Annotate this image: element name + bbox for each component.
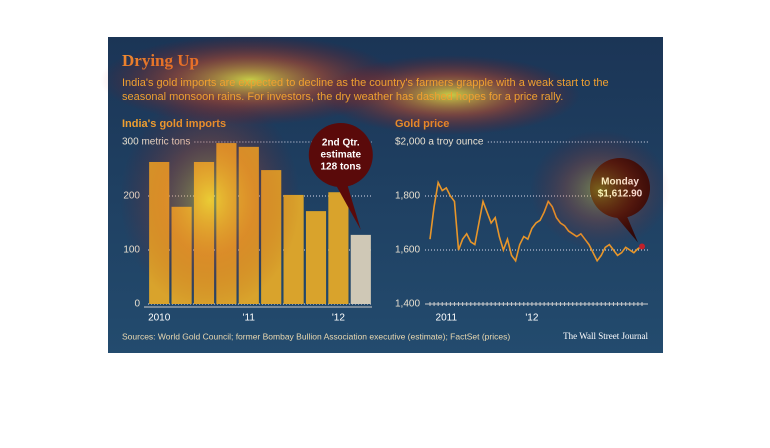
bar: [283, 194, 304, 304]
y-tick-label: 1,600: [395, 245, 420, 256]
x-tick-label: '12: [525, 313, 538, 324]
bar: [171, 206, 192, 304]
x-tick-label: '12: [332, 313, 345, 324]
bar: [238, 146, 259, 304]
y-tick-label: 0: [134, 299, 140, 310]
annotation: estimate: [321, 150, 362, 161]
x-tick-label: 2010: [148, 313, 171, 324]
callout: [308, 123, 373, 187]
sources: Sources: World Gold Council; former Bomb…: [122, 331, 510, 341]
chart-title: India's gold imports: [122, 118, 226, 130]
y-tick-label: 300 metric tons: [122, 137, 190, 148]
annotation: 2nd Qtr.: [322, 138, 360, 149]
annotation: Monday: [601, 177, 639, 188]
callout: [334, 183, 361, 230]
y-tick-label: 1,800: [395, 191, 420, 202]
bar: [149, 161, 170, 304]
x-tick-label: '11: [243, 313, 256, 324]
bar: [350, 234, 371, 304]
bar: [328, 192, 349, 304]
annotation: 128 tons: [321, 162, 362, 173]
bar: [305, 211, 327, 304]
y-tick-label: $2,000 a troy ounce: [395, 137, 484, 148]
y-tick-label: 100: [123, 245, 140, 256]
y-tick-label: 1,400: [395, 299, 420, 310]
bar: [261, 170, 282, 304]
x-tick-label: 2011: [436, 313, 458, 324]
bar: [216, 143, 237, 304]
y-tick-label: 200: [123, 191, 140, 202]
subtitle: India's gold imports are expected to dec…: [122, 77, 609, 103]
title: Drying Up: [122, 51, 199, 70]
credit: The Wall Street Journal: [563, 331, 648, 341]
chart-title: Gold price: [395, 118, 449, 130]
end-dot: [639, 243, 645, 250]
bar: [193, 161, 215, 304]
annotation: $1,612.90: [598, 189, 643, 200]
